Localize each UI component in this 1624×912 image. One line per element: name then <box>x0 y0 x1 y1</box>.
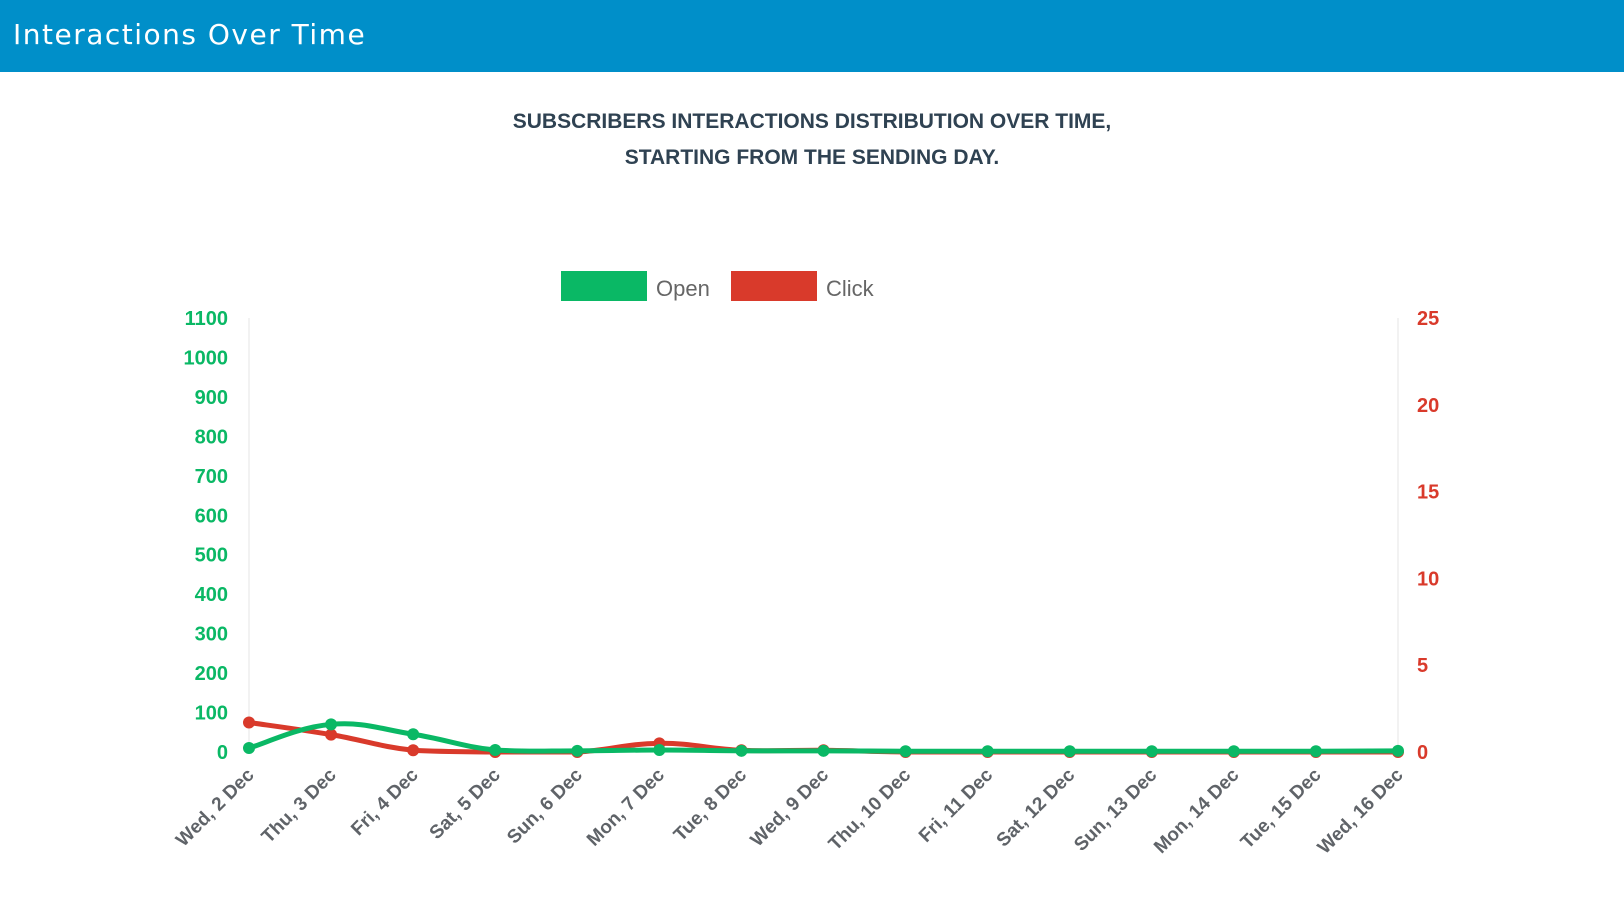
axes: 0 100 200 300 400 500 600 700 800 900 1000 1100 0 5 10… <box>172 308 1439 858</box>
left-tick-label: 800 <box>195 426 228 448</box>
legend-swatch-click <box>731 271 817 301</box>
x-tick-label: Fri, 11 Dec <box>915 764 997 846</box>
legend: Open Click <box>561 271 875 301</box>
right-tick-label: 25 <box>1417 308 1439 330</box>
chart-title-line-1: SUBSCRIBERS INTERACTIONS DISTRIBUTION OV… <box>512 110 1112 133</box>
left-tick-label: 0 <box>217 742 228 764</box>
open-data-point <box>653 744 666 757</box>
x-tick-label: Wed, 2 Dec <box>172 764 259 851</box>
header-bar: Interactions Over Time <box>0 0 1624 72</box>
left-tick-label: 600 <box>195 505 228 527</box>
legend-swatch-open <box>561 271 647 301</box>
open-data-point <box>407 728 420 741</box>
legend-label-click: Click <box>826 276 875 301</box>
x-tick-label: Mon, 7 Dec <box>583 764 669 850</box>
open-data-point <box>899 745 912 758</box>
click-data-point <box>243 716 255 729</box>
left-tick-label: 200 <box>195 663 228 685</box>
x-tick-label: Sat, 5 Dec <box>426 764 505 843</box>
x-tick-label: Tue, 8 Dec <box>670 764 751 845</box>
open-data-point <box>243 742 255 755</box>
open-data-point <box>1309 745 1322 758</box>
open-data-point <box>817 744 830 757</box>
open-data-point <box>1063 745 1076 758</box>
right-tick-label: 0 <box>1417 742 1428 764</box>
open-data-point <box>571 744 584 757</box>
x-tick-label: Wed, 9 Dec <box>747 764 834 851</box>
open-data-point <box>489 744 502 757</box>
x-tick-label: Wed, 16 Dec <box>1314 764 1408 858</box>
x-tick-label: Thu, 3 Dec <box>258 764 341 847</box>
left-tick-label: 1000 <box>184 347 229 369</box>
left-tick-label: 300 <box>195 624 228 646</box>
open-data-point <box>1392 744 1404 757</box>
click-data-point <box>325 728 338 741</box>
open-data-point <box>1145 745 1158 758</box>
series-layer <box>243 716 1404 758</box>
open-data-point <box>1227 745 1240 758</box>
chart-title: SUBSCRIBERS INTERACTIONS DISTRIBUTION OV… <box>0 104 1624 176</box>
x-tick-label: Thu, 10 Dec <box>825 764 916 855</box>
left-tick-label: 1100 <box>185 308 228 330</box>
left-tick-label: 900 <box>195 387 228 409</box>
left-tick-label: 700 <box>195 466 228 488</box>
right-tick-label: 20 <box>1417 395 1439 417</box>
x-tick-label: Sat, 12 Dec <box>993 764 1080 851</box>
right-tick-label: 5 <box>1417 655 1428 677</box>
x-tick-label: Fri, 4 Dec <box>347 764 423 840</box>
x-tick-label: Tue, 15 Dec <box>1237 764 1326 853</box>
x-tick-label: Sun, 6 Dec <box>503 764 587 848</box>
left-tick-label: 500 <box>195 545 228 567</box>
legend-label-open: Open <box>656 276 710 301</box>
x-tick-label: Mon, 14 Dec <box>1150 764 1244 858</box>
left-tick-label: 100 <box>195 703 228 725</box>
x-tick-label: Sun, 13 Dec <box>1070 764 1161 855</box>
right-tick-label: 15 <box>1417 482 1439 504</box>
chart-title-line-2: STARTING FROM THE SENDING DAY. <box>624 146 1000 169</box>
right-tick-label: 10 <box>1417 568 1439 590</box>
open-data-point <box>325 718 338 731</box>
open-data-point <box>735 744 748 757</box>
left-tick-label: 400 <box>195 584 228 606</box>
open-data-point <box>981 745 994 758</box>
page-title: Interactions Over Time <box>13 18 367 51</box>
click-data-point <box>407 744 420 757</box>
